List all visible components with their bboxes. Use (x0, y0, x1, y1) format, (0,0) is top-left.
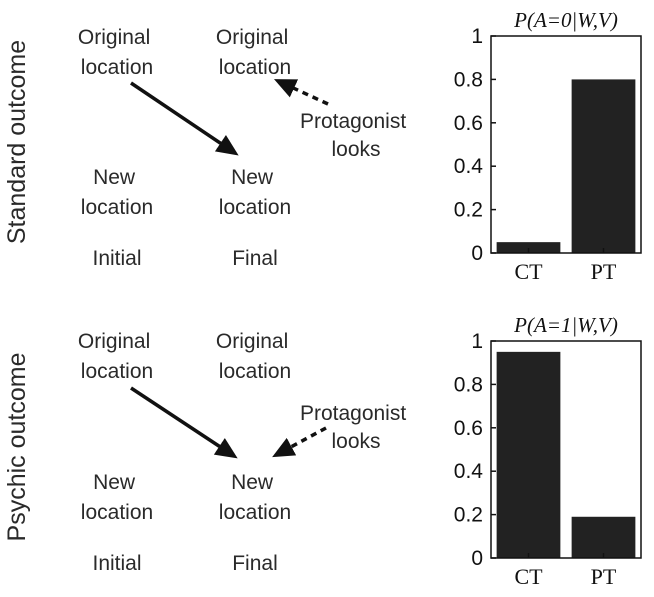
y-tick-label: 0.2 (454, 199, 483, 222)
y-tick-label: 0.6 (454, 112, 483, 135)
plot-frame (490, 35, 642, 254)
bar-ct (496, 351, 561, 558)
original-location-initial-label: Original location (78, 330, 156, 383)
look-arrow (272, 426, 327, 458)
y-tick-label: 1 (471, 330, 483, 353)
row-title: Standard outcome (3, 40, 31, 244)
chart-title: P(A=0|W,V) (513, 8, 618, 32)
new-location-initial-label: New location (81, 471, 153, 524)
y-tick-label: 0.2 (454, 504, 483, 527)
row-psychic: Psychic outcome Original location Origin… (3, 330, 412, 575)
bar-pt (571, 516, 636, 558)
y-tick-label: 0.4 (454, 460, 484, 483)
initial-column-label: Initial (92, 247, 141, 270)
new-location-final-label: New location (219, 166, 291, 219)
look-arrow (274, 79, 329, 106)
original-location-final-label: Original location (216, 330, 294, 383)
protagonist-looks-label: Protagonist looks (300, 402, 412, 453)
protagonist-looks-label: Protagonist looks (300, 110, 412, 161)
move-arrow (130, 386, 238, 459)
category-label: PT (591, 564, 617, 589)
bar-chart-standard: P(A=0|W,V) 0 0.2 0.4 0.6 0.8 1 CT PT (454, 8, 642, 284)
final-column-label: Final (232, 247, 278, 270)
y-tick-label: 0 (471, 242, 483, 265)
category-label: CT (514, 259, 543, 284)
bar-pt (571, 79, 636, 254)
row-title: Psychic outcome (3, 353, 31, 542)
category-label: CT (514, 564, 543, 589)
move-arrow (130, 81, 239, 156)
original-location-initial-label: Original location (78, 26, 156, 79)
y-tick-label: 0.4 (454, 155, 484, 178)
plot-frame (490, 340, 642, 559)
chart-title: P(A=1|W,V) (513, 313, 618, 337)
y-tick-label: 1 (471, 25, 483, 48)
final-column-label: Final (232, 552, 278, 575)
row-standard: Standard outcome Original location Origi… (3, 26, 412, 270)
y-tick-label: 0 (471, 547, 483, 570)
bar-ct (496, 242, 561, 253)
new-location-initial-label: New location (81, 166, 153, 219)
bar-chart-psychic: P(A=1|W,V) 0 0.2 0.4 0.6 0.8 1 CT PT (454, 313, 642, 589)
y-tick-label: 0.8 (454, 68, 483, 91)
initial-column-label: Initial (92, 552, 141, 575)
original-location-final-label: Original location (216, 26, 294, 79)
y-tick-label: 0.6 (454, 417, 483, 440)
y-tick-label: 0.8 (454, 373, 483, 396)
new-location-final-label: New location (219, 471, 291, 524)
category-label: PT (591, 259, 617, 284)
